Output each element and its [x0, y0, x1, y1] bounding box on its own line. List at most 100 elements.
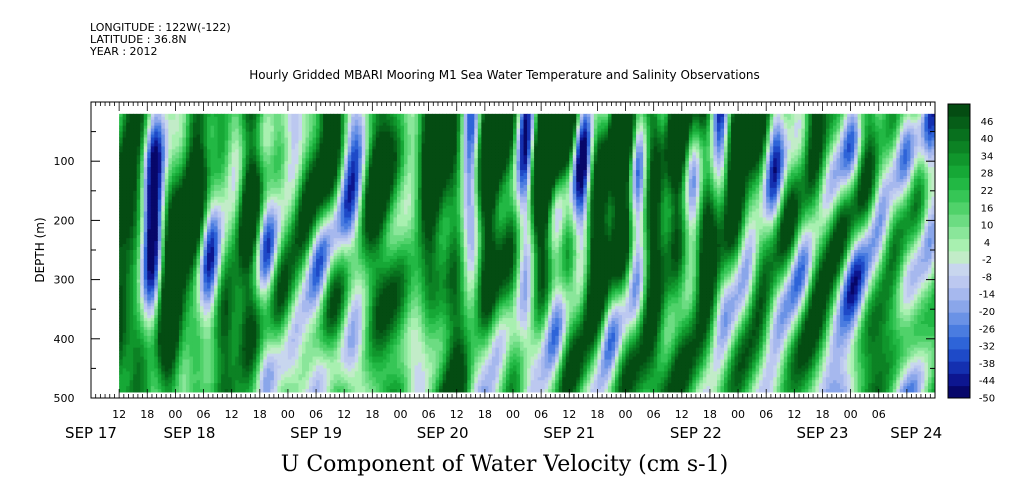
heatmap-cell — [126, 315, 131, 319]
heatmap-cell — [203, 134, 208, 138]
heatmap-cell — [252, 335, 257, 340]
heatmap-cell — [157, 297, 162, 301]
heatmap-cell — [231, 347, 236, 352]
heatmap-cell — [305, 128, 310, 132]
heatmap-cell — [238, 181, 243, 186]
heatmap-cell — [263, 347, 268, 352]
heatmap-cell — [154, 205, 159, 209]
heatmap-cell — [171, 235, 176, 239]
heatmap-cell — [270, 368, 275, 372]
heatmap-cell — [207, 193, 211, 198]
heatmap-cell — [284, 241, 289, 245]
heatmap-cell — [273, 167, 278, 171]
heatmap-cell — [150, 184, 155, 189]
heatmap-cell — [266, 170, 271, 174]
heatmap-cell — [168, 223, 173, 227]
heatmap-cell — [214, 365, 218, 369]
heatmap-cell — [178, 229, 183, 233]
heatmap-cell — [214, 264, 218, 269]
heatmap-cell — [192, 140, 197, 144]
heatmap-cell — [140, 176, 145, 180]
heatmap-cell — [217, 158, 222, 162]
heatmap-cell — [129, 199, 134, 204]
heatmap-cell — [175, 211, 180, 215]
heatmap-cell — [224, 252, 229, 257]
heatmap-cell — [270, 214, 275, 218]
heatmap-cell — [214, 338, 218, 343]
heatmap-cell — [133, 255, 138, 260]
heatmap-cell — [143, 196, 148, 201]
heatmap-cell — [178, 303, 183, 307]
heatmap-cell — [122, 140, 127, 144]
heatmap-cell — [178, 362, 183, 366]
heatmap-cell — [238, 371, 243, 375]
heatmap-cell — [259, 205, 264, 209]
heatmap-cell — [235, 158, 240, 162]
heatmap-cell — [143, 389, 148, 393]
heatmap-cell — [231, 232, 236, 236]
heatmap-cell — [168, 190, 173, 195]
heatmap-cell — [196, 255, 201, 260]
heatmap-cell — [182, 164, 187, 168]
heatmap-cell — [129, 211, 134, 215]
heatmap-cell — [136, 152, 141, 156]
heatmap-cell — [266, 285, 271, 289]
heatmap-cell — [245, 318, 250, 322]
heatmap-cell — [273, 386, 278, 390]
heatmap-cell — [263, 223, 268, 227]
heatmap-cell — [157, 324, 162, 328]
heatmap-cell — [140, 128, 145, 132]
heatmap-cell — [185, 128, 190, 132]
heatmap-cell — [136, 359, 141, 363]
heatmap-cell — [270, 371, 275, 375]
heatmap-cell — [245, 267, 250, 272]
heatmap-cell — [171, 149, 176, 153]
heatmap-cell — [189, 140, 194, 144]
heatmap-cell — [249, 122, 254, 127]
heatmap-cell — [287, 344, 292, 349]
heatmap-cell — [228, 303, 233, 307]
heatmap-cell — [280, 122, 285, 127]
heatmap-cell — [277, 362, 282, 366]
heatmap-cell — [192, 270, 197, 275]
heatmap-cell — [175, 252, 180, 257]
heatmap-cell — [266, 238, 271, 242]
heatmap-cell — [287, 321, 292, 325]
heatmap-cell — [242, 211, 247, 215]
heatmap-cell — [259, 208, 264, 212]
heatmap-cell — [161, 193, 166, 198]
heatmap-cell — [298, 158, 303, 162]
heatmap-cell — [273, 273, 278, 278]
heatmap-cell — [305, 140, 310, 144]
heatmap-cell — [207, 178, 211, 183]
heatmap-cell — [192, 297, 197, 301]
heatmap-cell — [161, 125, 166, 130]
heatmap-cell — [196, 170, 201, 174]
heatmap-cell — [217, 190, 222, 195]
heatmap-cell — [235, 267, 240, 272]
heatmap-cell — [178, 214, 183, 218]
heatmap-cell — [256, 164, 261, 168]
heatmap-cell — [171, 190, 176, 195]
heatmap-cell — [266, 152, 271, 156]
heatmap-cell — [161, 318, 166, 322]
heatmap-cell — [171, 258, 176, 263]
heatmap-cell — [277, 383, 282, 387]
heatmap-cell — [122, 122, 127, 127]
heatmap-cell — [168, 273, 173, 278]
heatmap-cell — [200, 368, 204, 372]
heatmap-cell — [238, 208, 243, 212]
heatmap-cell — [150, 347, 155, 352]
heatmap-cell — [175, 214, 180, 218]
heatmap-cell — [143, 306, 148, 310]
heatmap-cell — [126, 161, 131, 165]
heatmap-cell — [164, 125, 169, 130]
heatmap-cell — [231, 226, 236, 230]
heatmap-cell — [154, 353, 159, 357]
heatmap-cell — [161, 241, 166, 245]
heatmap-cell — [280, 279, 285, 283]
heatmap-cell — [277, 116, 282, 121]
heatmap-cell — [196, 158, 201, 162]
heatmap-cell — [259, 332, 264, 337]
heatmap-cell — [140, 238, 145, 242]
